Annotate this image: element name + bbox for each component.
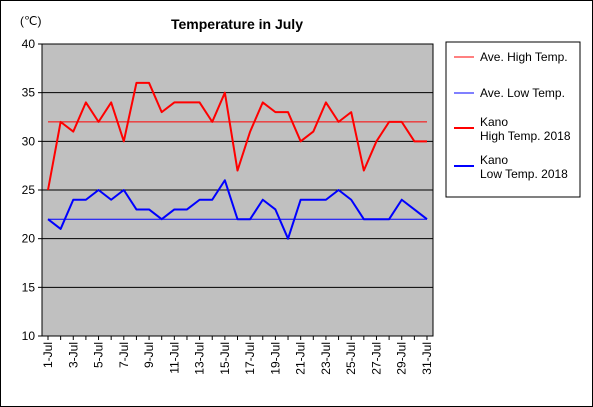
x-tick-label-29-Jul: 29-Jul — [395, 342, 409, 375]
y-tick-label-25: 25 — [22, 183, 36, 197]
x-tick-label-9-Jul: 9-Jul — [142, 342, 156, 368]
y-tick-label-40: 40 — [22, 37, 36, 51]
x-tick-label-1-Jul: 1-Jul — [41, 342, 55, 368]
x-tick-label-3-Jul: 3-Jul — [66, 342, 80, 368]
chart-title: Temperature in July — [171, 16, 303, 32]
y-tick-label-15: 15 — [22, 280, 36, 294]
x-tick-label-17-Jul: 17-Jul — [243, 342, 257, 375]
legend-label-2-0: Kano — [480, 115, 508, 129]
x-tick-label-21-Jul: 21-Jul — [294, 342, 308, 375]
legend-box — [445, 41, 581, 198]
x-tick-label-31-Jul: 31-Jul — [420, 342, 434, 375]
y-tick-label-10: 10 — [22, 329, 36, 343]
legend-label-0-0: Ave. High Temp. — [480, 50, 568, 64]
legend-label-3-0: Kano — [480, 153, 508, 167]
y-tick-label-20: 20 — [22, 232, 36, 246]
y-tick-label-35: 35 — [22, 86, 36, 100]
x-tick-label-25-Jul: 25-Jul — [344, 342, 358, 375]
x-tick-label-5-Jul: 5-Jul — [92, 342, 106, 368]
x-tick-label-23-Jul: 23-Jul — [319, 342, 333, 375]
x-tick-label-27-Jul: 27-Jul — [369, 342, 383, 375]
y-tick-label-30: 30 — [22, 134, 36, 148]
series-line-3 — [47, 179, 428, 240]
series-line-2 — [47, 81, 427, 191]
x-tick-label-13-Jul: 13-Jul — [193, 342, 207, 375]
x-tick-label-15-Jul: 15-Jul — [218, 342, 232, 375]
x-tick-label-11-Jul: 11-Jul — [167, 342, 181, 374]
legend-label-2-1: High Temp. 2018 — [480, 129, 571, 143]
x-tick-label-19-Jul: 19-Jul — [268, 342, 282, 375]
x-tick-label-7-Jul: 7-Jul — [117, 342, 131, 368]
legend-label-1-0: Ave. Low Temp. — [480, 86, 565, 100]
y-unit-label: (℃) — [20, 14, 41, 28]
legend-label-3-1: Low Temp. 2018 — [480, 167, 568, 181]
